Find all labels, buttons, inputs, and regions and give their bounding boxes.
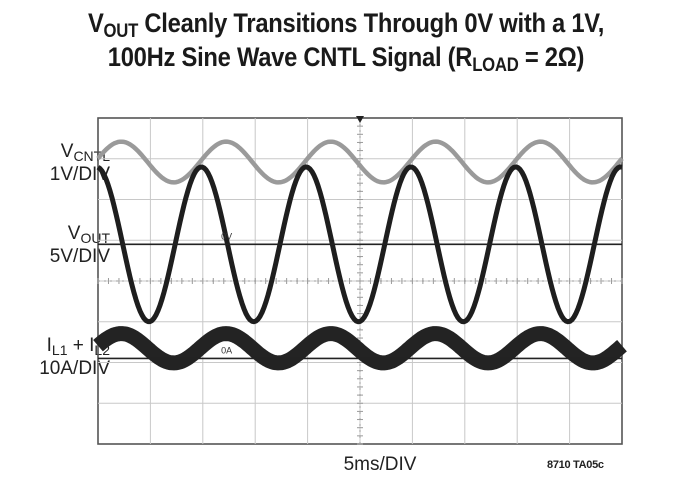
il-scale-label: 10A/DIV	[39, 358, 110, 379]
il-zero-marker-label: 0A	[221, 345, 232, 355]
chart-title-line-2: 100Hz Sine Wave CNTL Signal (RLOAD = 2Ω)	[107, 42, 585, 76]
chart-title: VOUT Cleanly Transitions Through 0V with…	[42, 6, 651, 76]
chart-title-line-1: VOUT Cleanly Transitions Through 0V with…	[87, 8, 605, 42]
vout-scale-label: 5V/DIV	[49, 246, 110, 267]
trigger-marker	[356, 116, 364, 123]
figure-id: 8710 TA05c	[547, 459, 604, 471]
vcntl-scale-label: 1V/DIV	[49, 164, 110, 185]
x-axis-label: 5ms/DIV	[343, 454, 417, 475]
il-trace	[92, 326, 628, 371]
vout-trace	[96, 164, 623, 325]
vout-channel-label: VOUT 5V/DIV	[49, 223, 110, 267]
vout-zero-marker-label: 0V	[221, 231, 232, 241]
vcntl-trace	[96, 139, 624, 185]
